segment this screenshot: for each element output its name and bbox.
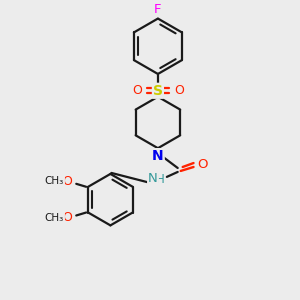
Text: H: H: [155, 173, 164, 186]
Text: S: S: [153, 84, 163, 98]
Text: O: O: [197, 158, 208, 170]
Text: N: N: [148, 172, 158, 185]
Text: O: O: [62, 175, 72, 188]
Text: F: F: [154, 3, 162, 16]
Text: N: N: [152, 149, 164, 163]
Text: CH₃: CH₃: [45, 176, 64, 186]
Text: O: O: [174, 84, 184, 97]
Text: O: O: [62, 211, 72, 224]
Text: CH₃: CH₃: [45, 214, 64, 224]
Text: O: O: [132, 84, 142, 97]
